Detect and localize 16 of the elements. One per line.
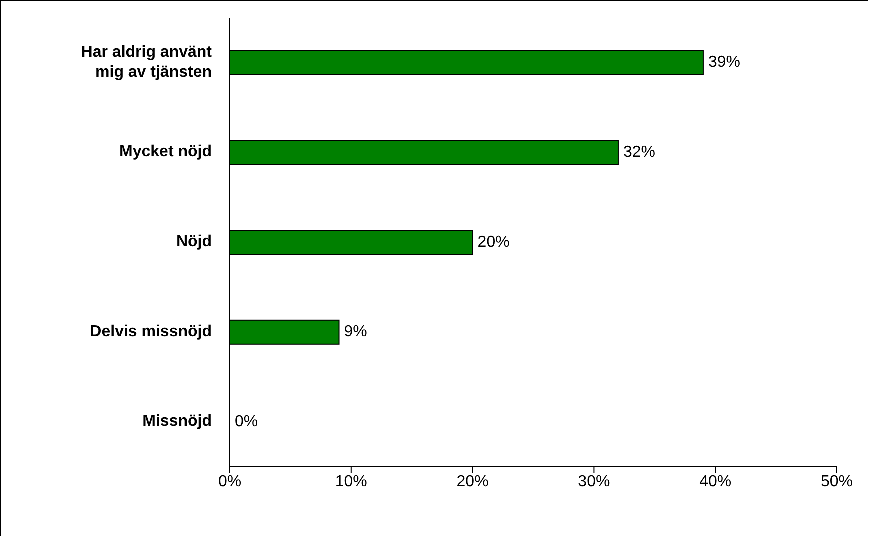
data-label: 32% (623, 144, 656, 162)
x-tick-label: 0% (218, 473, 242, 490)
y-tick-label: Missnöjd (142, 413, 212, 430)
data-label: 20% (478, 234, 510, 251)
x-tick-label: 40% (700, 473, 732, 490)
y-tick-label: Mycket nöjd (120, 144, 212, 161)
y-tick-label: Nöjd (176, 234, 212, 251)
data-label: 9% (344, 324, 368, 341)
x-tick-label: 20% (456, 473, 489, 490)
x-tick-label: 30% (578, 473, 610, 490)
x-tick-label: 10% (335, 473, 368, 490)
data-label: 0% (235, 413, 258, 430)
y-tick-label: Delvis missnöjd (90, 324, 212, 341)
x-tick-label: 50% (820, 473, 854, 490)
y-tick-label: Har aldrig använt mig av tjänsten (81, 44, 213, 82)
data-label: 39% (708, 54, 740, 72)
